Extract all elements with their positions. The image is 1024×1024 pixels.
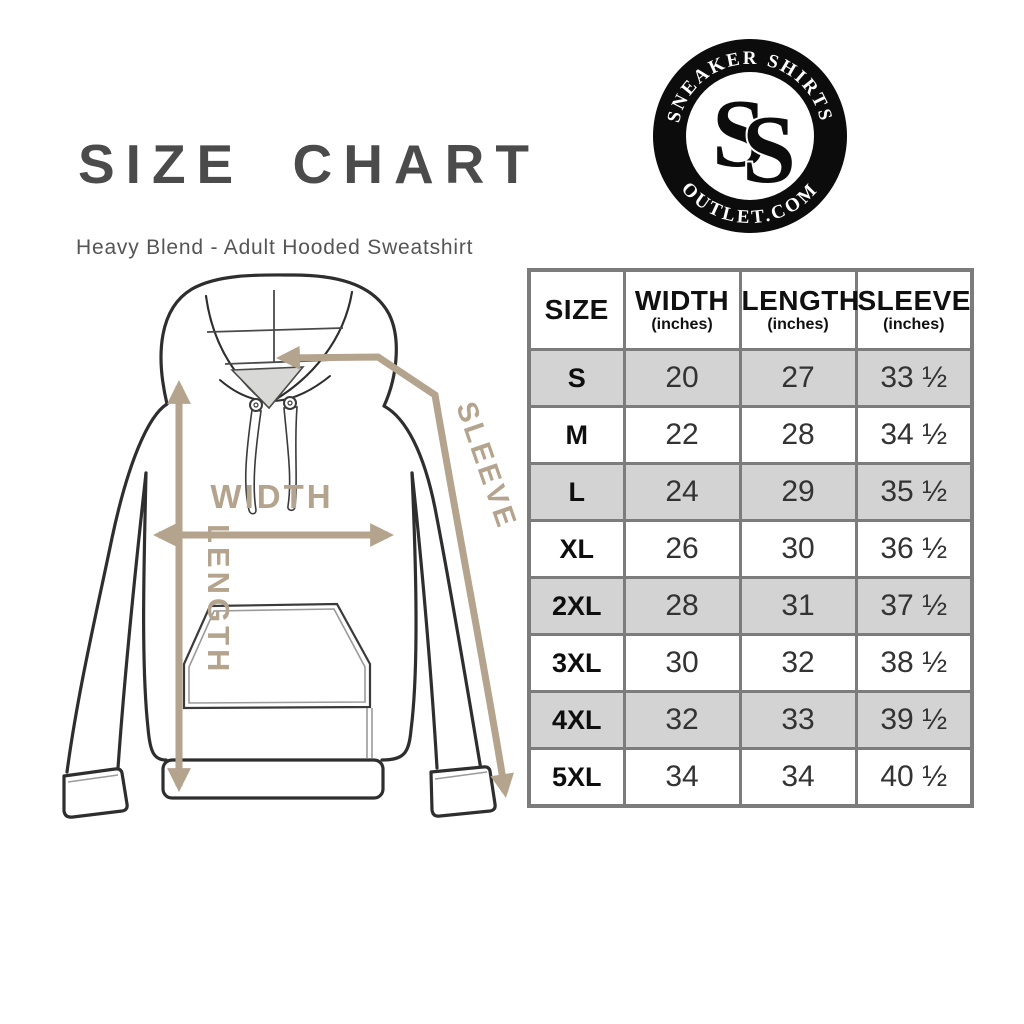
table-row: M 22 28 34 ½ (527, 405, 974, 465)
cell-width: 32 (622, 690, 742, 750)
cell-width: 28 (622, 576, 742, 636)
cell-length: 32 (738, 633, 858, 693)
table-row: XL 26 30 36 ½ (527, 519, 974, 579)
ss-monogram-icon: S S (712, 80, 798, 205)
cell-size: 3XL (527, 633, 626, 693)
sleeve-arrow (276, 345, 514, 798)
width-label: WIDTH (210, 478, 333, 515)
table-row: L 24 29 35 ½ (527, 462, 974, 522)
cell-size: XL (527, 519, 626, 579)
svg-text:S: S (712, 80, 766, 187)
table-row: 2XL 28 31 37 ½ (527, 576, 974, 636)
cell-width: 34 (622, 747, 742, 808)
cell-size: 2XL (527, 576, 626, 636)
cell-length: 28 (738, 405, 858, 465)
length-label: LENGTH (201, 524, 236, 675)
hoodie-diagram: WIDTH LENGTH SLEEVE (62, 273, 523, 819)
cell-sleeve: 35 ½ (854, 462, 974, 522)
cell-width: 24 (622, 462, 742, 522)
table-row: 3XL 30 32 38 ½ (527, 633, 974, 693)
measurement-arrows (153, 345, 514, 798)
cell-length: 29 (738, 462, 858, 522)
sleeve-label: SLEEVE (449, 398, 522, 534)
cell-size: 5XL (527, 747, 626, 808)
col-header-length: LENGTH (inches) (738, 268, 859, 351)
page-subtitle: Heavy Blend - Adult Hooded Sweatshirt (76, 236, 474, 259)
cell-sleeve: 39 ½ (854, 690, 974, 750)
cell-sleeve: 36 ½ (854, 519, 974, 579)
table-row: 5XL 34 34 40 ½ (527, 747, 974, 808)
col-header-size: SIZE (527, 268, 626, 351)
cell-sleeve: 33 ½ (854, 348, 974, 408)
col-header-width: WIDTH (inches) (622, 268, 742, 351)
hoodie-outline (62, 273, 497, 819)
cell-width: 20 (622, 348, 742, 408)
cell-width: 22 (622, 405, 742, 465)
cell-sleeve: 40 ½ (854, 747, 974, 808)
table-row: 4XL 32 33 39 ½ (527, 690, 974, 750)
cell-size: L (527, 462, 626, 522)
cell-sleeve: 38 ½ (854, 633, 974, 693)
size-table: SIZE WIDTH (inches) LENGTH (inches) SLEE… (527, 268, 974, 808)
cell-size: S (527, 348, 626, 408)
brand-logo: SNEAKER SHIRTS OUTLET.COM S S (653, 39, 847, 233)
table-header-row: SIZE WIDTH (inches) LENGTH (inches) SLEE… (527, 268, 974, 351)
cell-width: 26 (622, 519, 742, 579)
cell-length: 31 (738, 576, 858, 636)
page-title: SIZE CHART (78, 133, 540, 195)
cell-size: 4XL (527, 690, 626, 750)
cell-length: 30 (738, 519, 858, 579)
logo-inner-disc (686, 72, 814, 200)
cell-length: 27 (738, 348, 858, 408)
cell-length: 33 (738, 690, 858, 750)
col-header-sleeve: SLEEVE (inches) (854, 268, 974, 351)
cell-sleeve: 37 ½ (854, 576, 974, 636)
svg-text:S: S (742, 96, 796, 203)
cell-sleeve: 34 ½ (854, 405, 974, 465)
cell-length: 34 (738, 747, 858, 808)
cell-size: M (527, 405, 626, 465)
cell-width: 30 (622, 633, 742, 693)
table-row: S 20 27 33 ½ (527, 348, 974, 408)
